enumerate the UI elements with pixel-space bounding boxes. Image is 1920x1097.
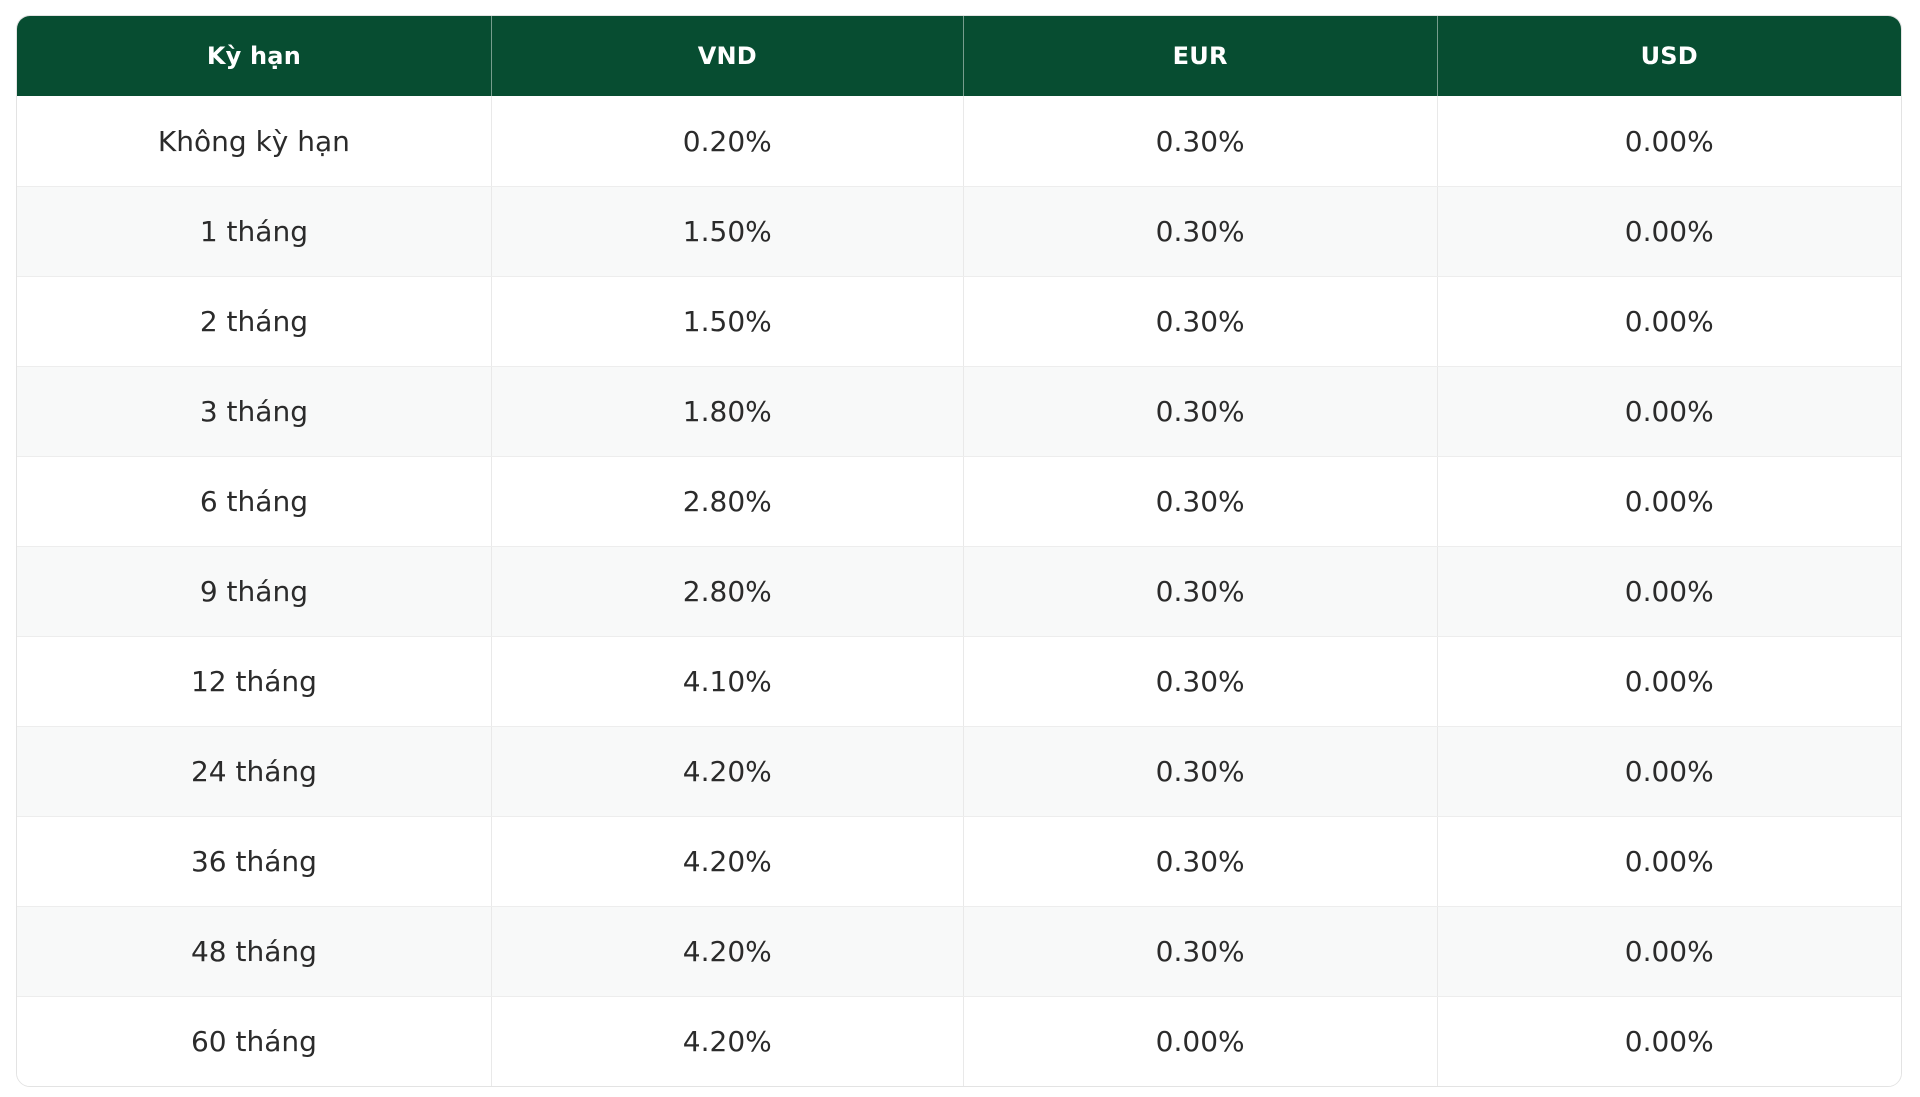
usd-cell: 0.00% xyxy=(1436,817,1901,906)
vnd-cell: 2.80% xyxy=(490,547,963,636)
eur-cell: 0.30% xyxy=(962,367,1437,456)
vnd-cell: 1.80% xyxy=(490,367,963,456)
usd-cell: 0.00% xyxy=(1436,277,1901,366)
table-row: 36 tháng 4.20% 0.30% 0.00% xyxy=(17,816,1901,906)
table-row: 12 tháng 4.10% 0.30% 0.00% xyxy=(17,636,1901,726)
term-cell: 3 tháng xyxy=(199,395,308,428)
vnd-cell: 2.80% xyxy=(490,457,963,546)
usd-cell: 0.00% xyxy=(1436,367,1901,456)
table-row: 2 tháng 1.50% 0.30% 0.00% xyxy=(17,276,1901,366)
term-cell: 48 tháng xyxy=(190,935,317,968)
table-row: Không kỳ hạn 0.20% 0.30% 0.00% xyxy=(17,96,1901,186)
vnd-cell: 1.50% xyxy=(490,187,963,276)
interest-rate-table: Kỳ hạn VND EUR USD Không kỳ hạn 0.20% 0.… xyxy=(16,15,1902,1087)
usd-cell: 0.00% xyxy=(1436,907,1901,996)
table-body: Không kỳ hạn 0.20% 0.30% 0.00% 1 tháng 1… xyxy=(17,96,1901,1086)
vnd-cell: 4.20% xyxy=(490,997,963,1086)
term-cell: 24 tháng xyxy=(190,755,317,788)
eur-cell: 0.30% xyxy=(962,277,1437,366)
term-cell: 1 tháng xyxy=(199,215,308,248)
term-cell: 60 tháng xyxy=(190,1025,317,1058)
term-cell: 6 tháng xyxy=(199,485,308,518)
usd-cell: 0.00% xyxy=(1436,96,1901,186)
vnd-cell: 4.20% xyxy=(490,727,963,816)
usd-cell: 0.00% xyxy=(1436,997,1901,1086)
table-row: 1 tháng 1.50% 0.30% 0.00% xyxy=(17,186,1901,276)
table-row: 3 tháng 1.80% 0.30% 0.00% xyxy=(17,366,1901,456)
header-cell-usd: USD xyxy=(1436,16,1901,96)
table-row: 9 tháng 2.80% 0.30% 0.00% xyxy=(17,546,1901,636)
table-row: 60 tháng 4.20% 0.00% 0.00% xyxy=(17,996,1901,1086)
eur-cell: 0.30% xyxy=(962,727,1437,816)
vnd-cell: 1.50% xyxy=(490,277,963,366)
eur-cell: 0.30% xyxy=(962,457,1437,546)
eur-cell: 0.30% xyxy=(962,187,1437,276)
usd-cell: 0.00% xyxy=(1436,637,1901,726)
term-cell: 9 tháng xyxy=(199,575,308,608)
table-row: 24 tháng 4.20% 0.30% 0.00% xyxy=(17,726,1901,816)
vnd-cell: 4.20% xyxy=(490,907,963,996)
eur-cell: 0.30% xyxy=(962,547,1437,636)
vnd-cell: 0.20% xyxy=(490,96,963,186)
eur-cell: 0.00% xyxy=(962,997,1437,1086)
usd-cell: 0.00% xyxy=(1436,547,1901,636)
eur-cell: 0.30% xyxy=(962,907,1437,996)
usd-cell: 0.00% xyxy=(1436,457,1901,546)
term-cell: Không kỳ hạn xyxy=(157,124,350,158)
eur-cell: 0.30% xyxy=(962,817,1437,906)
usd-cell: 0.00% xyxy=(1436,187,1901,276)
table-header-row: Kỳ hạn VND EUR USD xyxy=(17,16,1901,96)
header-cell-vnd: VND xyxy=(490,16,963,96)
eur-cell: 0.30% xyxy=(962,96,1437,186)
eur-cell: 0.30% xyxy=(962,637,1437,726)
term-cell: 2 tháng xyxy=(199,305,308,338)
vnd-cell: 4.20% xyxy=(490,817,963,906)
table-row: 48 tháng 4.20% 0.30% 0.00% xyxy=(17,906,1901,996)
header-cell-eur: EUR xyxy=(962,16,1437,96)
term-cell: 36 tháng xyxy=(190,845,317,878)
table-row: 6 tháng 2.80% 0.30% 0.00% xyxy=(17,456,1901,546)
term-cell: 12 tháng xyxy=(190,665,317,698)
vnd-cell: 4.10% xyxy=(490,637,963,726)
usd-cell: 0.00% xyxy=(1436,727,1901,816)
header-cell-term: Kỳ hạn xyxy=(206,42,301,70)
